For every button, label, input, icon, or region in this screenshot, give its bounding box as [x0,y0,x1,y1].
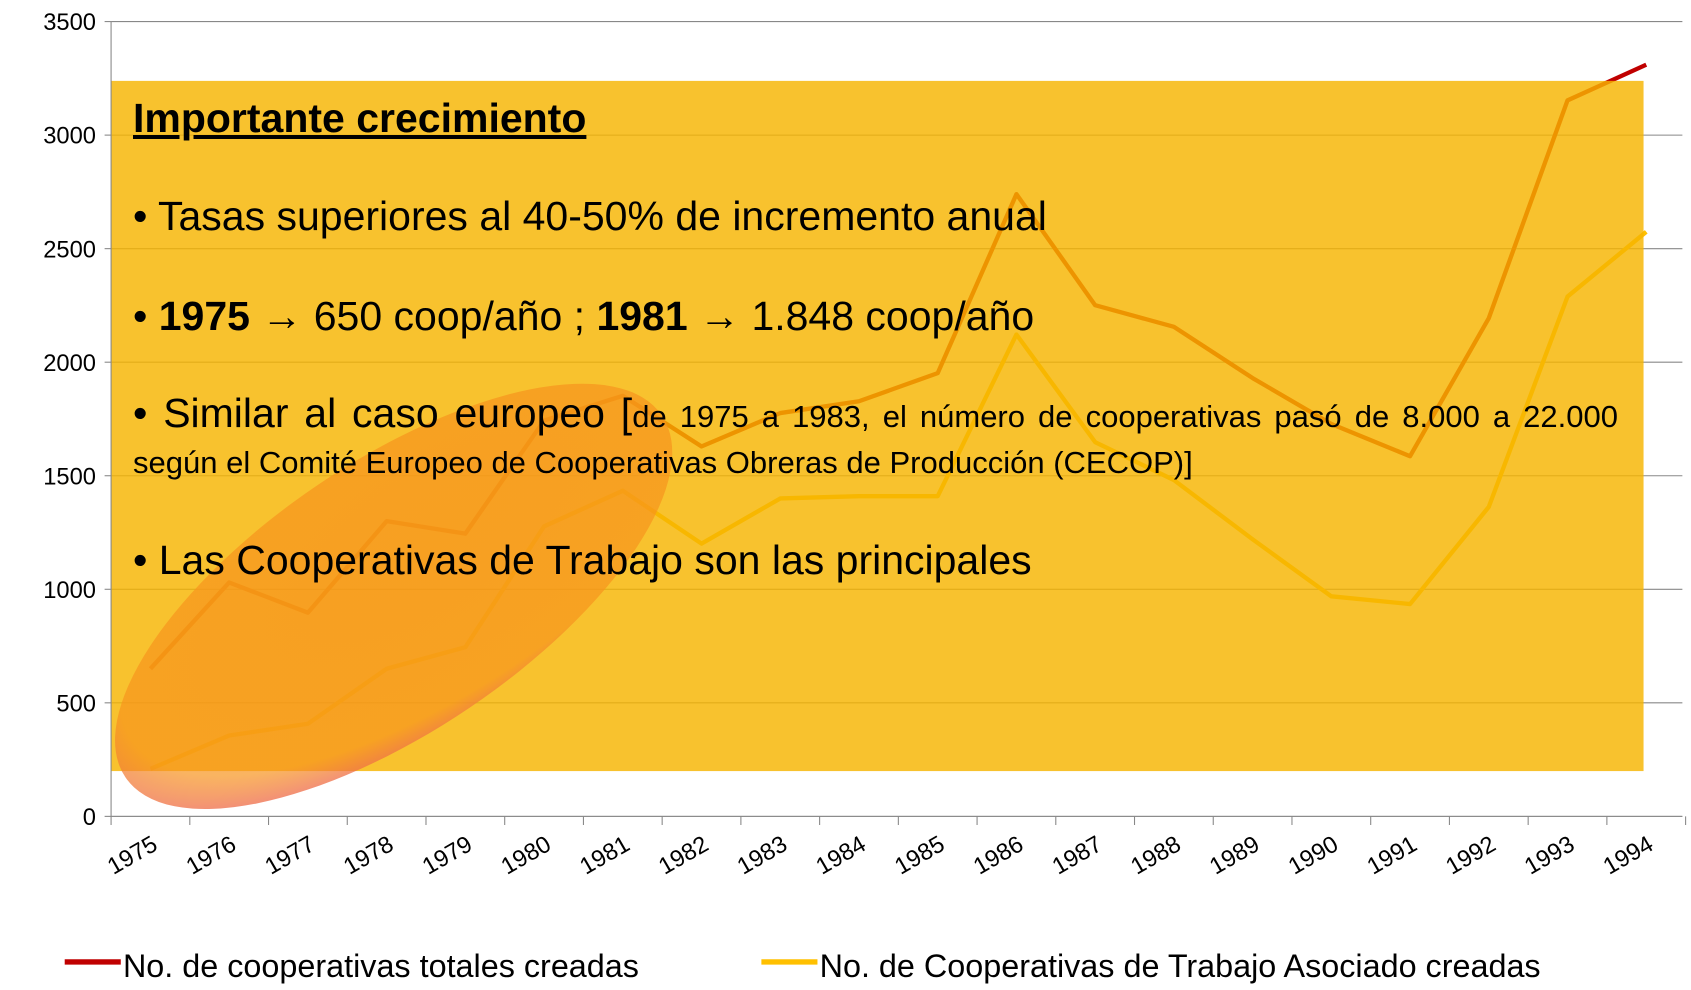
y-tick-label: 500 [56,691,96,717]
x-tick-label: 1990 [1284,831,1343,880]
y-tick-label: 3000 [43,124,96,150]
text: 1981 [596,293,688,339]
y-tick-label: 3500 [43,10,96,36]
x-tick-label: 1975 [103,831,162,880]
bullet: • Similar al caso europeo [de 1975 a 198… [133,392,1618,484]
bullet: • Tasas superiores al 40-50% de incremen… [133,193,1047,239]
y-tick-label: 1500 [43,464,96,490]
x-tick-label: 1989 [1206,831,1265,880]
annotation: Importante crecimiento • Tasas superiore… [111,81,1642,771]
text: • Similar al caso europeo [ [133,390,633,436]
y-tick-label: 2000 [43,351,96,377]
x-tick-label: 1977 [261,831,320,880]
x-tick-label: 1993 [1520,831,1579,880]
x-tick-label: 1980 [497,831,556,880]
highlight-ellipse [115,383,673,810]
x-tick-label: 1981 [576,831,635,880]
y-tick-label: 2500 [43,237,96,263]
bullet: • Las Cooperativas de Trabajo son las pr… [133,537,1032,583]
x-tick-label: 1984 [812,831,871,880]
x-tick-label: 1988 [1127,831,1186,880]
text: 1975 [158,293,250,339]
text: de 1975 a 1983, el número de cooperativa… [133,399,1619,480]
y-tick-label: 0 [83,805,96,831]
x-tick-label: 1978 [340,831,399,880]
x-tick-label: 1976 [182,831,241,880]
bullet: • 1975 → 650 coop/año ; 1981 → 1.848 coo… [133,292,1618,340]
legend-label: No. de cooperativas totales creadas [123,948,639,984]
x-tick-label: 1986 [969,831,1028,880]
text: → 1.848 coop/año [687,293,1035,339]
x-tick-label: 1994 [1599,831,1658,880]
x-tick-label: 1982 [654,831,713,880]
legend-label: No. de Cooperativas de Trabajo Asociado … [820,948,1541,984]
text: → 650 coop/año ; [249,293,597,339]
x-tick-label: 1985 [891,831,950,880]
text: • [133,293,159,339]
x-tick-label: 1987 [1048,831,1107,880]
annotation-title: Importante crecimiento [133,95,587,141]
x-tick-label: 1991 [1363,831,1422,880]
x-tick-label: 1983 [733,831,792,880]
y-tick-label: 1000 [43,578,96,604]
x-tick-label: 1992 [1442,831,1501,880]
x-tick-label: 1979 [418,831,477,880]
